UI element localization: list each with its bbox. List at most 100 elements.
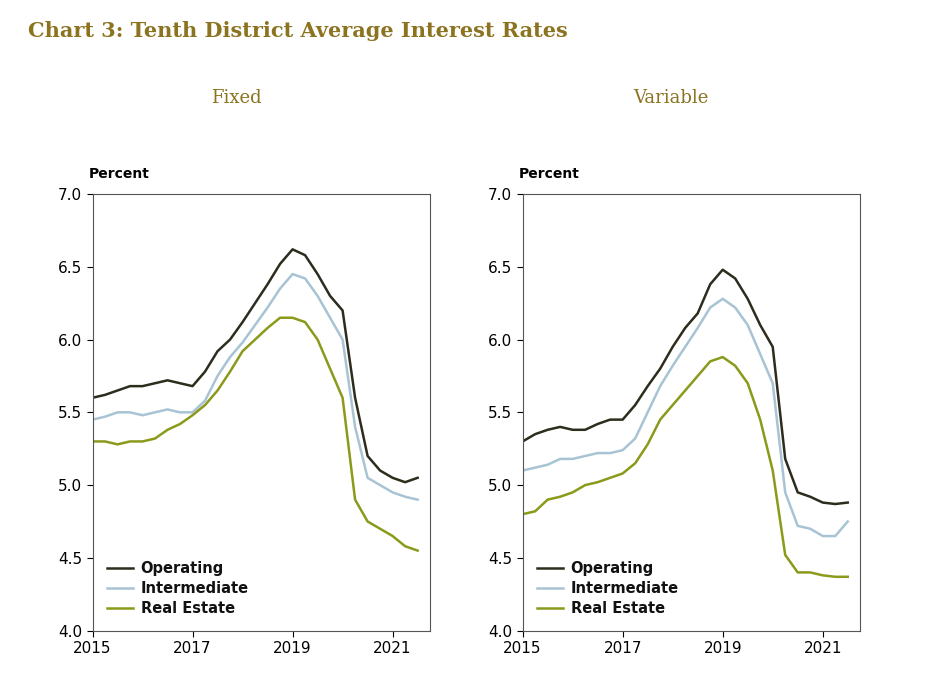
Real Estate bbox=[125, 437, 136, 446]
Real Estate bbox=[137, 437, 148, 446]
Operating bbox=[792, 488, 803, 496]
Real Estate bbox=[792, 568, 803, 577]
Real Estate bbox=[337, 394, 348, 402]
Operating bbox=[617, 415, 628, 423]
Intermediate bbox=[555, 455, 566, 463]
Operating bbox=[817, 498, 828, 507]
Operating bbox=[717, 265, 728, 274]
Real Estate bbox=[717, 353, 728, 361]
Real Estate bbox=[517, 510, 528, 518]
Operating bbox=[87, 394, 98, 402]
Real Estate bbox=[200, 401, 211, 410]
Operating bbox=[112, 387, 123, 395]
Intermediate bbox=[767, 379, 778, 387]
Operating bbox=[262, 280, 273, 288]
Real Estate bbox=[767, 466, 778, 475]
Operating bbox=[580, 426, 591, 434]
Operating bbox=[300, 251, 311, 259]
Intermediate bbox=[162, 405, 173, 414]
Intermediate bbox=[212, 371, 223, 380]
Intermediate bbox=[605, 449, 616, 457]
Real Estate bbox=[817, 571, 828, 579]
Real Estate bbox=[617, 469, 628, 477]
Intermediate bbox=[617, 446, 628, 455]
Operating bbox=[400, 478, 411, 486]
Line: Intermediate: Intermediate bbox=[92, 274, 417, 500]
Intermediate bbox=[742, 321, 753, 329]
Real Estate bbox=[605, 474, 616, 482]
Operating bbox=[225, 335, 236, 344]
Intermediate bbox=[680, 343, 691, 351]
Real Estate bbox=[350, 495, 361, 504]
Real Estate bbox=[275, 313, 286, 322]
Real Estate bbox=[567, 488, 578, 496]
Operating bbox=[237, 318, 248, 326]
Operating bbox=[275, 260, 286, 268]
Real Estate bbox=[400, 542, 411, 550]
Operating bbox=[755, 321, 766, 329]
Intermediate bbox=[137, 411, 148, 419]
Operating bbox=[212, 347, 223, 356]
Intermediate bbox=[792, 522, 803, 530]
Intermediate bbox=[300, 274, 311, 283]
Operating bbox=[555, 423, 566, 431]
Real Estate bbox=[237, 347, 248, 356]
Intermediate bbox=[87, 415, 98, 423]
Intermediate bbox=[655, 382, 666, 390]
Operating bbox=[162, 376, 173, 385]
Real Estate bbox=[542, 495, 553, 504]
Operating bbox=[150, 379, 161, 387]
Operating bbox=[692, 309, 703, 317]
Text: Variable: Variable bbox=[633, 89, 709, 107]
Real Estate bbox=[262, 324, 273, 332]
Operating bbox=[530, 430, 541, 439]
Real Estate bbox=[212, 387, 223, 395]
Operating bbox=[642, 382, 653, 390]
Intermediate bbox=[630, 435, 641, 443]
Real Estate bbox=[742, 379, 753, 387]
Operating bbox=[187, 382, 198, 390]
Intermediate bbox=[125, 408, 136, 416]
Real Estate bbox=[592, 478, 603, 486]
Intermediate bbox=[312, 292, 323, 300]
Intermediate bbox=[705, 304, 716, 312]
Real Estate bbox=[655, 415, 666, 423]
Operating bbox=[805, 493, 816, 501]
Legend: Operating, Intermediate, Real Estate: Operating, Intermediate, Real Estate bbox=[530, 554, 686, 623]
Real Estate bbox=[225, 367, 236, 376]
Intermediate bbox=[150, 408, 161, 416]
Intermediate bbox=[517, 466, 528, 475]
Real Estate bbox=[175, 420, 186, 428]
Real Estate bbox=[250, 335, 261, 344]
Operating bbox=[375, 466, 386, 475]
Real Estate bbox=[680, 387, 691, 395]
Operating bbox=[655, 365, 666, 373]
Real Estate bbox=[692, 371, 703, 380]
Real Estate bbox=[780, 551, 791, 559]
Operating bbox=[250, 299, 261, 308]
Intermediate bbox=[755, 350, 766, 358]
Intermediate bbox=[337, 335, 348, 344]
Operating bbox=[680, 324, 691, 332]
Operating bbox=[337, 306, 348, 315]
Operating bbox=[767, 343, 778, 351]
Operating bbox=[730, 274, 741, 283]
Real Estate bbox=[187, 411, 198, 419]
Intermediate bbox=[717, 295, 728, 303]
Real Estate bbox=[630, 459, 641, 467]
Intermediate bbox=[100, 412, 111, 421]
Real Estate bbox=[730, 362, 741, 370]
Intermediate bbox=[817, 532, 828, 541]
Real Estate bbox=[362, 517, 373, 525]
Operating bbox=[125, 382, 136, 390]
Real Estate bbox=[705, 358, 716, 366]
Legend: Operating, Intermediate, Real Estate: Operating, Intermediate, Real Estate bbox=[100, 554, 256, 623]
Line: Operating: Operating bbox=[92, 249, 417, 482]
Real Estate bbox=[300, 318, 311, 326]
Operating bbox=[842, 498, 853, 507]
Operating bbox=[325, 292, 336, 300]
Intermediate bbox=[780, 488, 791, 496]
Text: Fixed: Fixed bbox=[211, 89, 261, 107]
Operating bbox=[667, 343, 678, 351]
Intermediate bbox=[400, 493, 411, 501]
